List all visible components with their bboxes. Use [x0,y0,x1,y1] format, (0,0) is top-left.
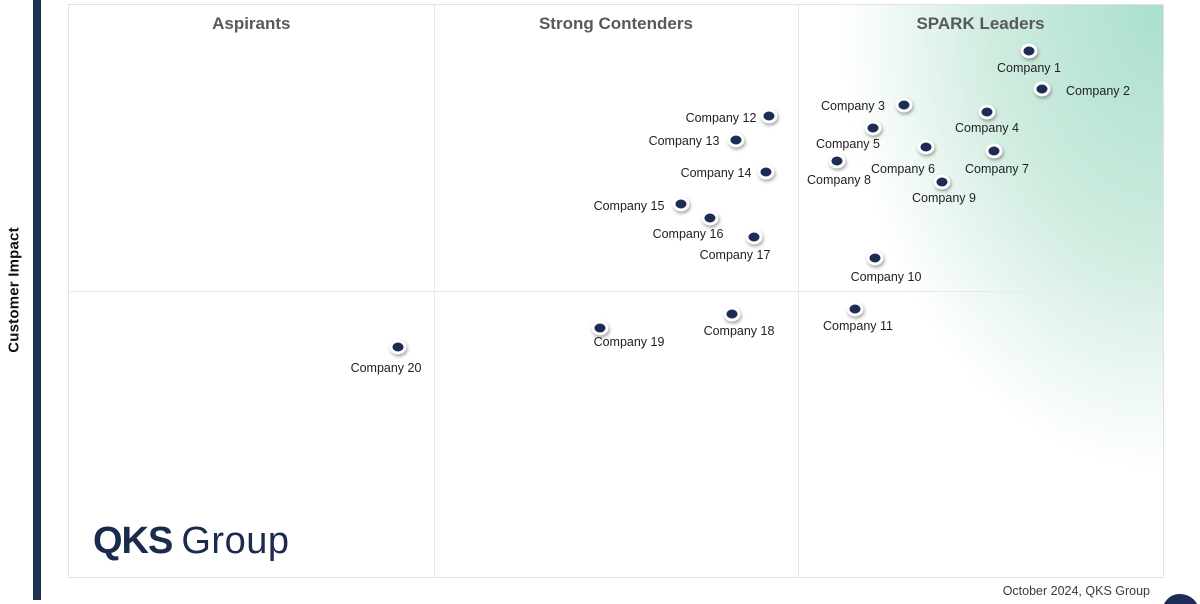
company-label: Company 9 [912,191,976,205]
company-label: Company 15 [593,199,665,213]
company-dot [591,320,609,336]
company-dot [895,97,913,113]
company-label: Company 16 [652,227,724,241]
company-dot [978,104,996,120]
company-label: Company 4 [955,121,1019,135]
company-label: Company 3 [821,99,885,113]
company-dot [723,306,741,322]
quadrant-headers: Aspirants Strong Contenders SPARK Leader… [69,14,1163,34]
company-dot [846,301,864,317]
company-dot [389,339,407,355]
company-label: Company 8 [807,173,871,187]
company-label: Company 18 [703,324,775,338]
company-dot [1020,43,1038,59]
logo-text-group: Group [181,520,290,562]
quadrant-header-strong-contenders: Strong Contenders [538,14,693,33]
quadrant-header-spark-leaders: SPARK Leaders [916,14,1045,33]
company-label: Company 1 [997,61,1061,75]
company-dot [864,120,882,136]
company-dot [917,139,935,155]
company-dot [672,196,690,212]
company-label: Company 12 [685,111,757,125]
x-axis-arrow-icon [1164,594,1197,604]
company-dot [760,108,778,124]
company-dot [745,229,763,245]
company-dot [727,132,745,148]
company-label: Company 19 [593,335,665,349]
company-dot [828,153,846,169]
company-label: Company 5 [816,137,880,151]
company-label: Company 20 [350,361,422,375]
qks-group-logo: QKS Group [93,520,289,563]
company-label: Company 14 [680,166,752,180]
spark-matrix-plot: Aspirants Strong Contenders SPARK Leader… [68,4,1164,578]
company-dot [757,164,775,180]
quadrant-divider-horizontal [69,291,1163,292]
company-label: Company 7 [965,162,1029,176]
company-dot [1033,81,1051,97]
company-label: Company 11 [823,319,893,333]
company-dot [866,250,884,266]
company-dot [985,143,1003,159]
company-label: Company 13 [648,134,720,148]
report-date-note: October 2024, QKS Group [1002,584,1150,598]
y-axis-label: Customer Impact [5,227,23,353]
company-label: Company 6 [871,162,935,176]
quadrant-header-aspirants: Aspirants [212,14,291,33]
company-dot [933,174,951,190]
company-label: Company 2 [1066,84,1130,98]
company-label: Company 10 [850,270,922,284]
logo-text-qks: QKS [93,520,173,562]
company-label: Company 17 [699,248,771,262]
y-axis-accent-bar [33,0,41,600]
company-dot [701,210,719,226]
